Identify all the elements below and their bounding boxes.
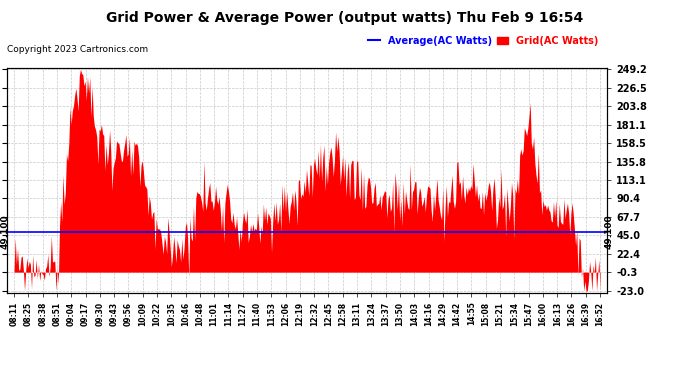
Text: Grid Power & Average Power (output watts) Thu Feb 9 16:54: Grid Power & Average Power (output watts… [106,11,584,25]
Legend: Average(AC Watts), Grid(AC Watts): Average(AC Watts), Grid(AC Watts) [364,32,602,50]
Text: 49.100: 49.100 [604,215,613,249]
Text: 49.100: 49.100 [1,215,10,249]
Text: Copyright 2023 Cartronics.com: Copyright 2023 Cartronics.com [7,45,148,54]
